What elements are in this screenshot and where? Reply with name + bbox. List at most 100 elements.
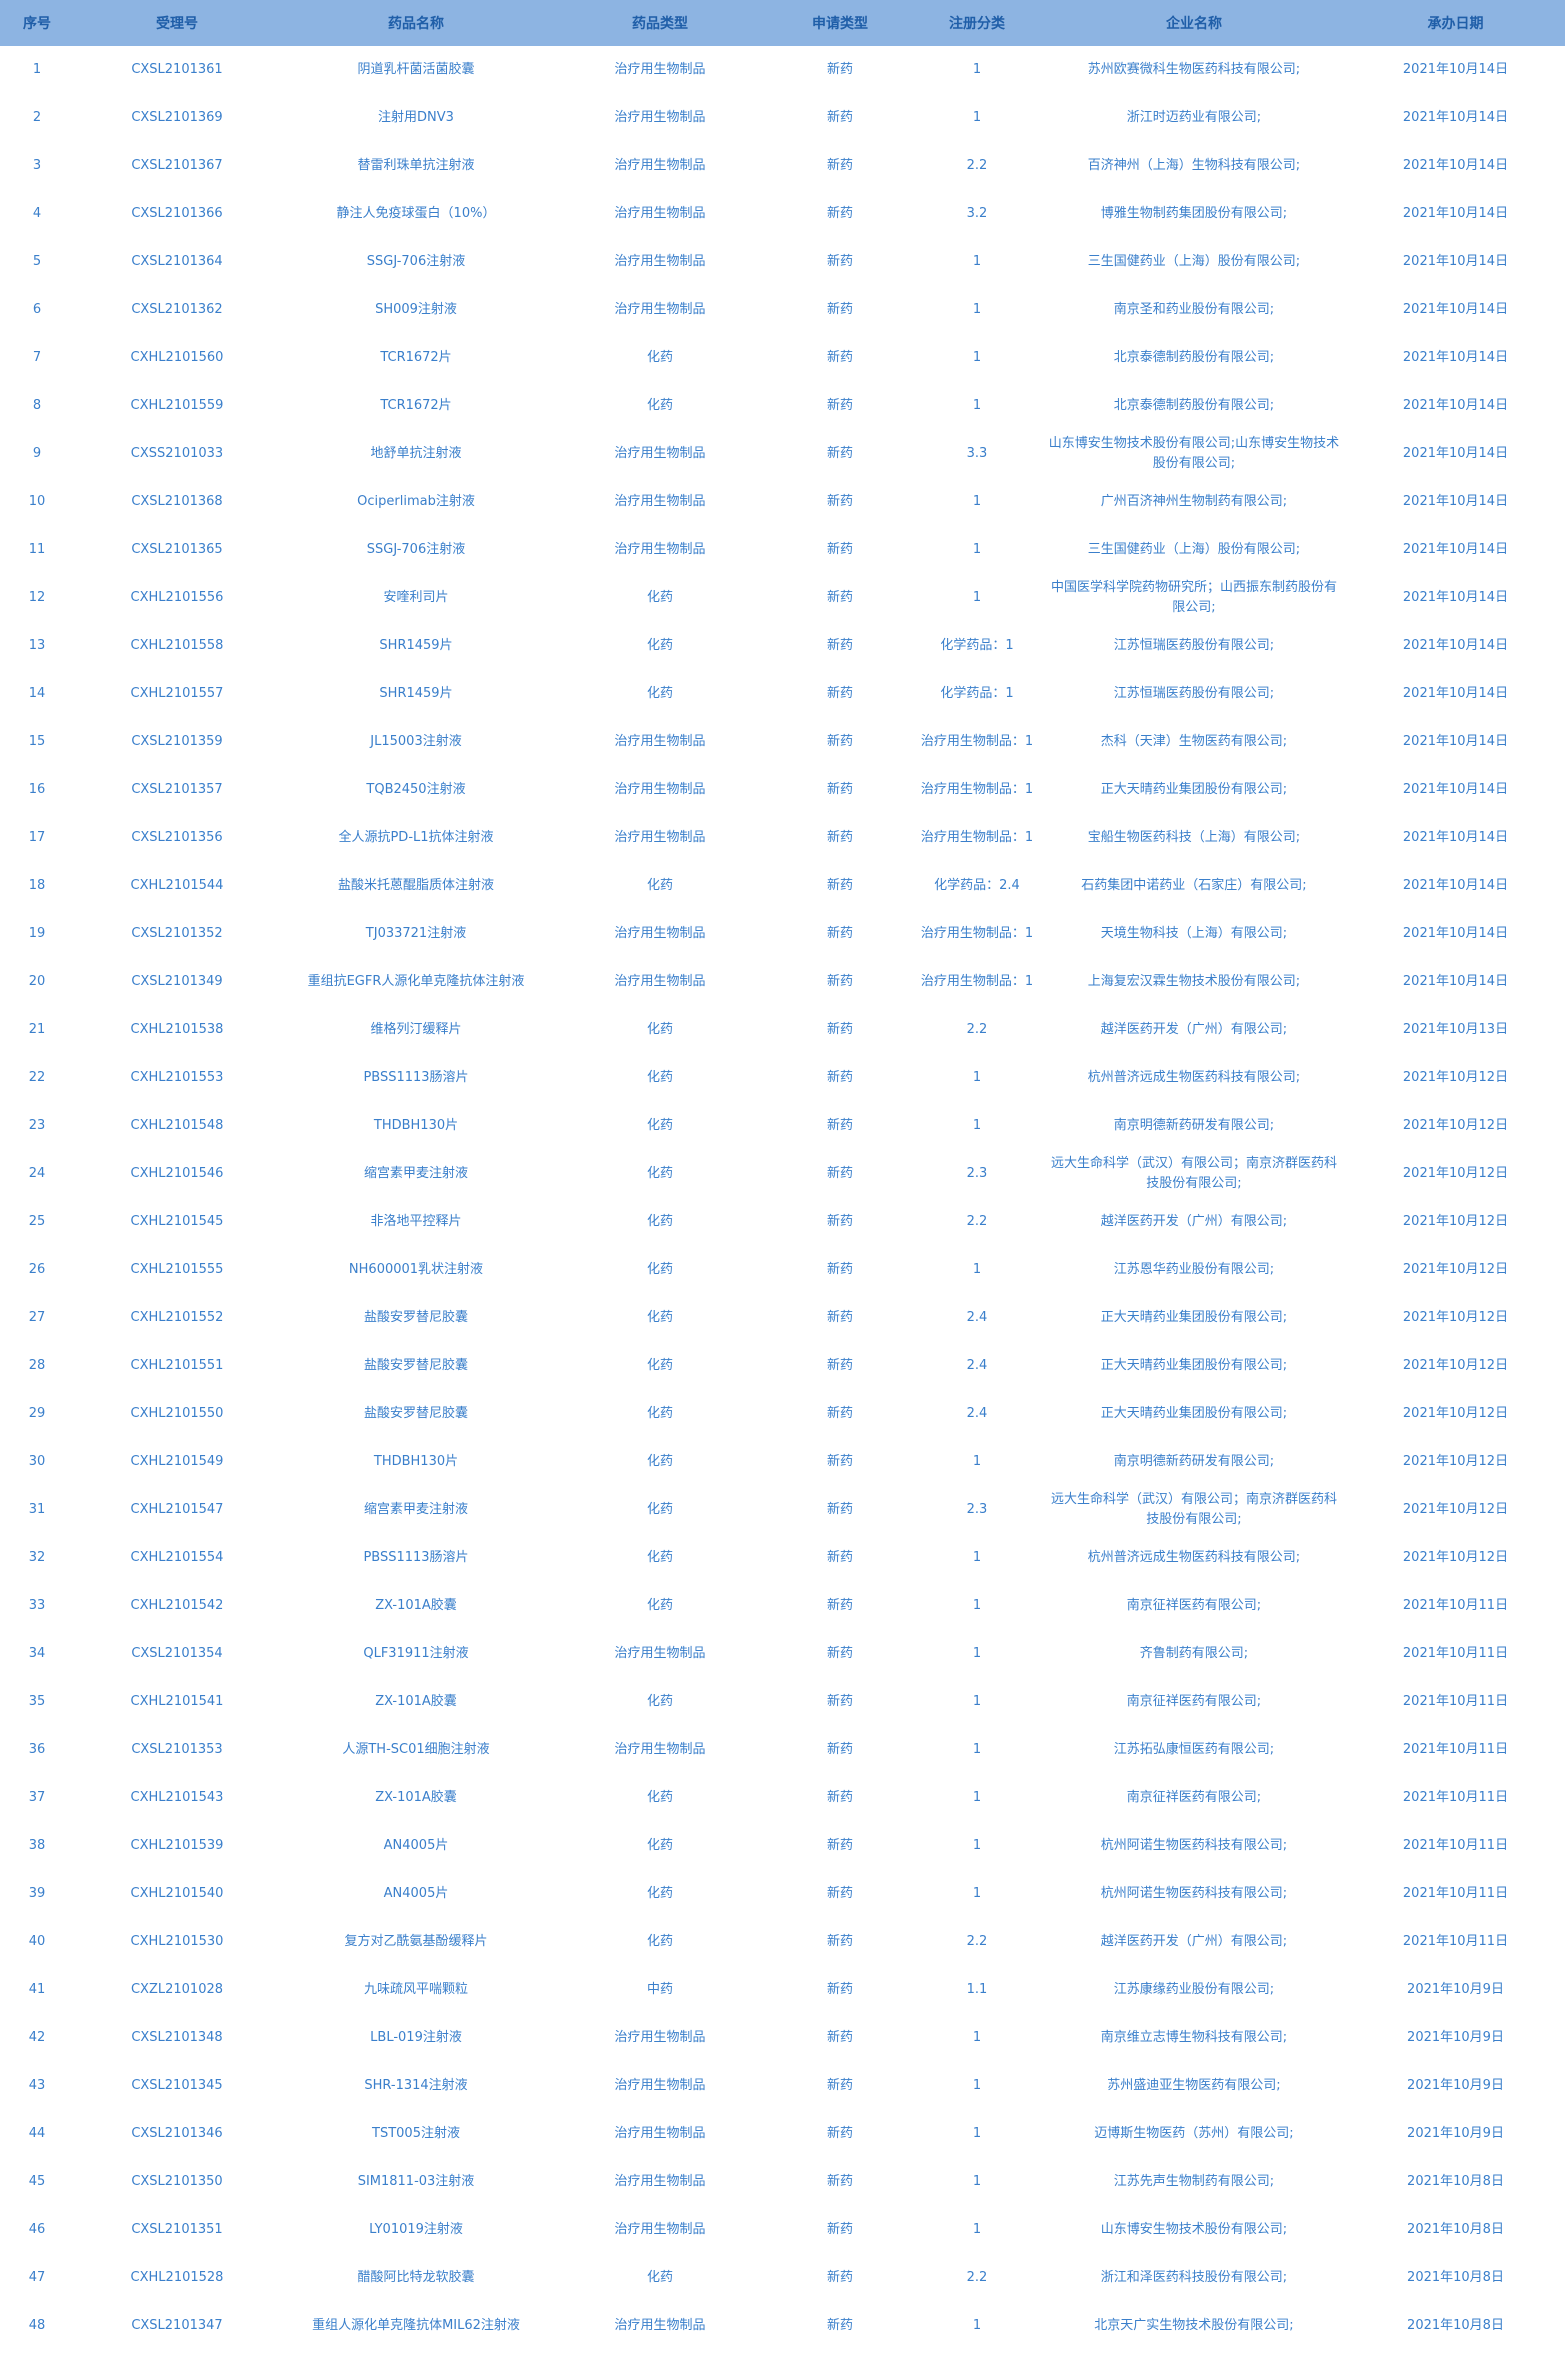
cell-index: 12 — [28, 590, 46, 605]
cell-registration-class: 2.4 — [966, 1310, 988, 1325]
cell-application-type: 新药 — [826, 350, 853, 365]
cell-drug-name[interactable]: Ociperlimab注射液 — [357, 494, 475, 509]
cell-company-name: 苏州欧赛微科生物医药科技有限公司; — [1087, 62, 1301, 77]
cell-drug-name[interactable]: TST005注射液 — [372, 2126, 460, 2141]
cell-date: 2021年10月14日 — [1402, 158, 1509, 173]
cell-application-type: 新药 — [826, 1598, 853, 1613]
cell-drug-name[interactable]: SHR-1314注射液 — [364, 2078, 468, 2093]
cell-drug-name[interactable]: SIM1811-03注射液 — [357, 2174, 475, 2189]
cell-registration-class: 1 — [972, 1790, 982, 1805]
cell-drug-type: 化药 — [646, 1166, 673, 1181]
cell-drug-name[interactable]: 盐酸安罗替尼胶囊 — [363, 1310, 468, 1325]
cell-acceptance-no: CXHL2101541 — [130, 1694, 224, 1709]
cell-drug-name[interactable]: LBL-019注射液 — [370, 2030, 462, 2045]
cell-drug-name[interactable]: PBSS1113肠溶片 — [363, 1550, 469, 1565]
cell-drug-name[interactable]: QLF31911注射液 — [363, 1646, 469, 1661]
cell-drug-type: 化药 — [646, 1406, 673, 1421]
cell-date: 2021年10月14日 — [1402, 734, 1509, 749]
cell-drug-name[interactable]: THDBH130片 — [373, 1454, 459, 1469]
cell-index: 15 — [28, 734, 46, 749]
cell-drug-name[interactable]: PBSS1113肠溶片 — [363, 1070, 469, 1085]
cell-acceptance-no: CXSL2101361 — [131, 62, 223, 77]
cell-drug-name[interactable]: 阴道乳杆菌活菌胶囊 — [357, 62, 475, 77]
cell-date: 2021年10月14日 — [1402, 590, 1509, 605]
cell-drug-name[interactable]: SSGJ-706注射液 — [366, 542, 466, 557]
cell-company-name: 宝船生物医药科技（上海）有限公司; — [1087, 830, 1301, 845]
cell-drug-name[interactable]: TCR1672片 — [380, 350, 452, 365]
cell-index: 38 — [28, 1838, 46, 1853]
cell-drug-name[interactable]: 注射用DNV3 — [378, 110, 454, 125]
cell-drug-name[interactable]: 全人源抗PD-L1抗体注射液 — [338, 830, 494, 845]
cell-drug-name[interactable]: 复方对乙酰氨基酚缓释片 — [344, 1934, 488, 1949]
cell-drug-name[interactable]: SHR1459片 — [379, 686, 453, 701]
cell-application-type: 新药 — [826, 446, 853, 461]
cell-drug-name[interactable]: SHR1459片 — [379, 638, 453, 653]
cell-acceptance-no: CXHL2101558 — [130, 638, 224, 653]
cell-drug-name[interactable]: 盐酸米托蒽醌脂质体注射液 — [337, 878, 494, 893]
column-header-application-type: 申请类型 — [768, 0, 912, 46]
cell-registration-class: 1 — [972, 494, 982, 509]
cell-company-name: 正大天晴药业集团股份有限公司; — [1100, 1310, 1288, 1325]
cell-date: 2021年10月14日 — [1402, 926, 1509, 941]
cell-drug-name[interactable]: AN4005片 — [383, 1838, 449, 1853]
cell-drug-name[interactable]: TQB2450注射液 — [366, 782, 466, 797]
cell-index: 6 — [32, 302, 42, 317]
cell-registration-class: 1 — [972, 302, 982, 317]
cell-drug-name[interactable]: 替雷利珠单抗注射液 — [357, 158, 475, 173]
cell-acceptance-no: CXSL2101364 — [131, 254, 223, 269]
cell-registration-class: 1 — [972, 1262, 982, 1277]
cell-index: 11 — [28, 542, 46, 557]
cell-company-name: 江苏恩华药业股份有限公司; — [1113, 1262, 1275, 1277]
cell-drug-name[interactable]: 维格列汀缓释片 — [370, 1022, 462, 1037]
cell-drug-name[interactable]: 盐酸安罗替尼胶囊 — [363, 1406, 468, 1421]
table-row: 48 CXSL2101347 重组人源化单克隆抗体MIL62注射液 治疗用生物制品 新药… — [0, 2302, 1565, 2350]
cell-drug-name[interactable]: 非洛地平控释片 — [370, 1214, 462, 1229]
cell-drug-name[interactable]: SH009注射液 — [375, 302, 457, 317]
cell-drug-type: 化药 — [646, 1262, 673, 1277]
cell-drug-type: 治疗用生物制品 — [614, 542, 706, 557]
cell-registration-class: 1 — [972, 254, 982, 269]
cell-drug-name[interactable]: 重组抗EGFR人源化单克隆抗体注射液 — [307, 974, 525, 989]
cell-drug-name[interactable]: 人源TH-SC01细胞注射液 — [342, 1742, 490, 1757]
table-row: 34 CXSL2101354 QLF31911注射液 治疗用生物制品 新药 1 齐鲁制药有限… — [0, 1630, 1565, 1678]
cell-company-name: 山东博安生物技术股份有限公司;山东博安生物技术股份有限公司; — [1048, 436, 1340, 471]
cell-drug-name[interactable]: ZX-101A胶囊 — [375, 1790, 457, 1805]
cell-registration-class: 治疗用生物制品：1 — [920, 782, 1034, 797]
cell-drug-name[interactable]: 安喹利司片 — [383, 590, 449, 605]
cell-drug-name[interactable]: 缩宫素甲麦注射液 — [363, 1502, 468, 1517]
cell-drug-name[interactable]: SSGJ-706注射液 — [366, 254, 466, 269]
cell-drug-type: 治疗用生物制品 — [614, 2030, 706, 2045]
cell-date: 2021年10月8日 — [1407, 2174, 1504, 2189]
table-row: 2 CXSL2101369 注射用DNV3 治疗用生物制品 新药 1 浙江时迈药业有限公司;… — [0, 94, 1565, 142]
cell-index: 33 — [28, 1598, 46, 1613]
cell-index: 4 — [32, 206, 42, 221]
cell-company-name: 杭州阿诺生物医药科技有限公司; — [1100, 1886, 1288, 1901]
cell-date: 2021年10月14日 — [1402, 350, 1509, 365]
cell-drug-name[interactable]: 静注人免疫球蛋白（10%） — [336, 206, 496, 221]
cell-drug-name[interactable]: 九味疏风平喘颗粒 — [363, 1982, 468, 1997]
cell-drug-name[interactable]: TJ033721注射液 — [365, 926, 467, 941]
cell-company-name: 杰科（天津）生物医药有限公司; — [1100, 734, 1288, 749]
cell-registration-class: 2.2 — [966, 158, 988, 173]
cell-drug-name[interactable]: THDBH130片 — [373, 1118, 459, 1133]
cell-drug-name[interactable]: ZX-101A胶囊 — [375, 1694, 457, 1709]
cell-index: 1 — [32, 62, 42, 77]
cell-drug-name[interactable]: LY01019注射液 — [369, 2222, 463, 2237]
cell-drug-name[interactable]: 地舒单抗注射液 — [370, 446, 462, 461]
cell-registration-class: 化学药品：2.4 — [934, 878, 1020, 893]
cell-drug-name[interactable]: 醋酸阿比特龙软胶囊 — [357, 2270, 475, 2285]
cell-drug-name[interactable]: TCR1672片 — [380, 398, 452, 413]
cell-date: 2021年10月11日 — [1402, 1598, 1509, 1613]
cell-drug-name[interactable]: NH600001乳状注射液 — [348, 1262, 484, 1277]
cell-drug-name[interactable]: 盐酸安罗替尼胶囊 — [363, 1358, 468, 1373]
cell-index: 42 — [28, 2030, 46, 2045]
cell-registration-class: 治疗用生物制品：1 — [920, 734, 1034, 749]
cell-index: 24 — [28, 1166, 46, 1181]
cell-drug-name[interactable]: AN4005片 — [383, 1886, 449, 1901]
cell-drug-name[interactable]: JL15003注射液 — [370, 734, 462, 749]
cell-drug-name[interactable]: ZX-101A胶囊 — [375, 1598, 457, 1613]
cell-drug-name[interactable]: 缩宫素甲麦注射液 — [363, 1166, 468, 1181]
column-header-company-name: 企业名称 — [1042, 0, 1346, 46]
cell-drug-name[interactable]: 重组人源化单克隆抗体MIL62注射液 — [312, 2318, 520, 2333]
cell-date: 2021年10月8日 — [1407, 2222, 1504, 2237]
